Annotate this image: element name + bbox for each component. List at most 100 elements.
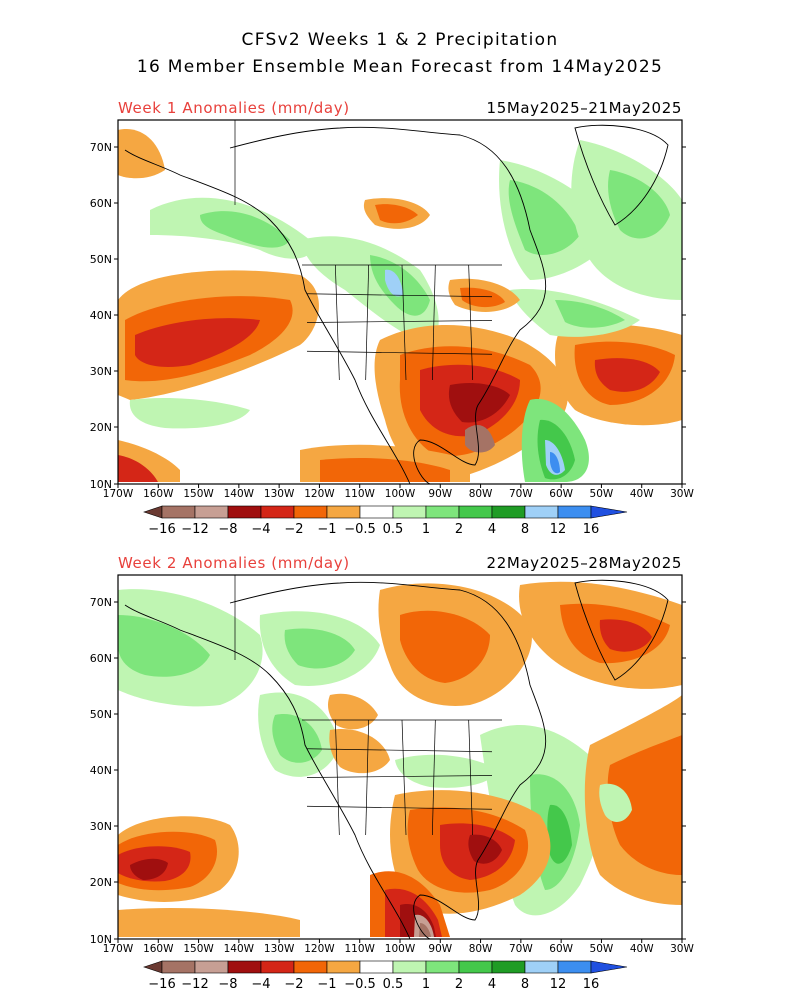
week2-lon-label: 50W [590,943,614,955]
week1-anomaly-region [508,180,580,255]
week1-anomaly-region [465,425,495,453]
week2-greenland-outline [574,579,669,681]
week1-anomaly-region [460,287,505,308]
week1-anomaly-region [320,458,450,482]
week1-colorbar-label: 12 [550,522,567,537]
week2-state-borders [234,575,502,836]
week2-anomaly-region [599,783,632,822]
week2-lat-label: 50N [90,708,112,721]
week1-lon-label: 50W [590,488,614,500]
week2-anomaly-region [599,619,652,652]
week1-colorbar-label: −0.5 [344,522,376,537]
week2-anomaly-region [400,610,490,683]
figure-subtitle: 16 Member Ensemble Mean Forecast from 14… [136,57,664,77]
week1-date-range: 15May2025–21May2025 [486,99,682,117]
week2-colorbar-swatch [260,960,295,974]
week1-colorbar-label: −1 [317,522,336,537]
week2-colorbar-label: −2 [284,977,303,992]
week2-lat-label: 60N [90,652,112,665]
week1-panel-title: Week 1 Anomalies (mm/day) [118,99,350,117]
week2-lon-label: 150W [183,943,214,955]
week1-anomaly-region [550,452,560,474]
figure-title: CFSv2 Weeks 1 & 2 Precipitation [241,30,559,50]
week2-colorbar-label: 2 [455,977,463,992]
week1-colorbar-label: −2 [284,522,303,537]
week1-lat-label: 40N [90,309,112,322]
week2-lat-label: 40N [90,764,112,777]
week2-lon-label: 170W [103,943,134,955]
week2-colorbar-label: −4 [251,977,270,992]
week1-lat-label: 70N [90,141,112,154]
week1-colorbar-label: 2 [455,522,463,537]
week1-lon-label: 70W [509,488,533,500]
week1-greenland-outline [574,124,669,226]
week2-lon-label: 160W [143,943,174,955]
week2-colorbar-swatch [392,960,427,974]
week1-colorbar-label: 1 [422,522,430,537]
week2-lon-label: 120W [304,943,335,955]
week2-colorbar-label: 1 [422,977,430,992]
week2-lon-label: 100W [385,943,416,955]
week2-lat-label: 20N [90,876,112,889]
week1-state-borders [234,120,502,381]
week2-lon-label: 40W [630,943,654,955]
week2-lat-label: 10N [90,933,112,946]
week2-anomaly-region [329,729,390,774]
week2-anomaly-region [547,804,572,864]
week1-anomaly-region [135,318,260,367]
week2-colorbar-swatch [557,960,592,974]
week1-lat-label: 20N [90,421,112,434]
week1-lon-label: 160W [143,488,174,500]
week1-lon-label: 110W [344,488,375,500]
week2-coastline [124,581,547,939]
week2-lon-label: 80W [469,943,493,955]
week1-lon-label: 120W [304,488,335,500]
week2-colorbar-high-arrow [590,960,628,974]
week2-date-range: 22May2025–28May2025 [486,554,682,572]
week2-colorbar-label: 4 [488,977,496,992]
week2-colorbar-label: −12 [181,977,208,992]
week1-lat-label: 30N [90,365,112,378]
week2-anomaly-region [272,714,322,763]
week1-lon-label: 90W [428,488,452,500]
week2-anomaly-fields [118,575,682,939]
week2-colorbar-label: −1 [317,977,336,992]
week1-anomaly-fields [118,120,682,484]
week2-anomaly-region [419,923,431,937]
week2-anomaly-region [395,754,500,788]
week1-lon-label: 140W [224,488,255,500]
week1-colorbar-label: −4 [251,522,270,537]
week1-colorbar-label: −16 [148,522,175,537]
week1-lat-label: 10N [90,478,112,491]
week2-colorbar-label: 16 [583,977,600,992]
week2-anomaly-region [118,615,210,677]
week2-lon-label: 30W [670,943,694,955]
week1-colorbar-label: −8 [218,522,237,537]
week2-colorbar-swatch [425,960,460,974]
week2-colorbar-label: −0.5 [344,977,376,992]
week1-lon-label: 170W [103,488,134,500]
week1-lon-label: 100W [385,488,416,500]
week2-lon-label: 90W [428,943,452,955]
week1-anomaly-region [200,211,290,248]
week1-coastline [124,126,547,484]
week2-colorbar-label: 12 [550,977,567,992]
week2-colorbar-swatch [293,960,328,974]
week2-anomaly-region [284,628,355,669]
week2-colorbar-swatch [359,960,394,974]
week1-colorbar-label: 4 [488,522,496,537]
week1-lat-label: 60N [90,197,112,210]
week2-colorbar-swatch [458,960,493,974]
week2-colorbar-swatch [491,960,526,974]
week2-anomaly-region [328,693,378,730]
week2-colorbar-label: −8 [218,977,237,992]
week2-colorbar-low-arrow [143,960,163,974]
week2-anomaly-region [607,735,682,875]
week2-lon-label: 130W [264,943,295,955]
week1-anomaly-region [118,455,158,482]
week1-anomaly-region [118,129,165,179]
week1-lon-label: 30W [670,488,694,500]
